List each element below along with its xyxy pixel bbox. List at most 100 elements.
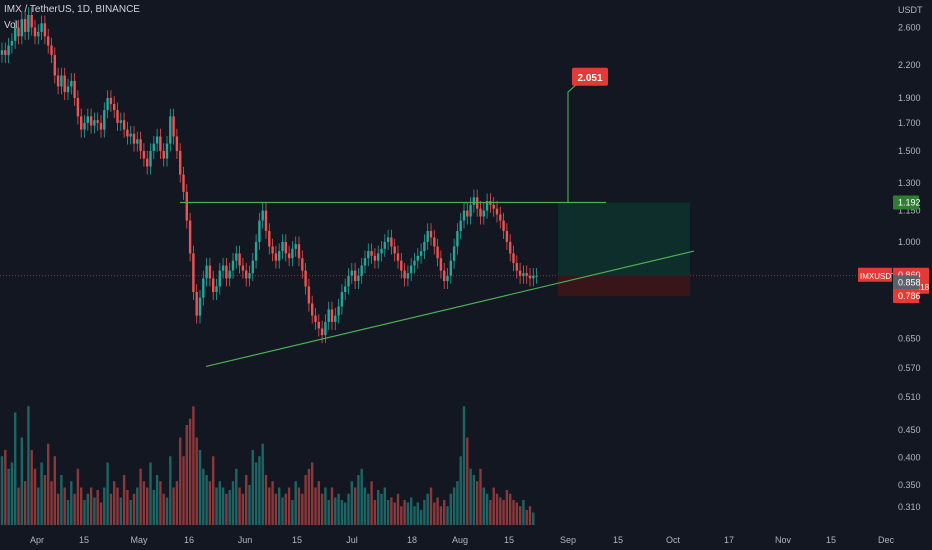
candle-body	[228, 270, 231, 279]
volume-bar	[221, 487, 225, 525]
volume-bar	[396, 493, 400, 525]
volume-bar	[482, 487, 485, 525]
candle-body	[301, 258, 304, 271]
candle-body	[50, 45, 53, 56]
candle-body	[4, 50, 7, 56]
candle-body	[245, 270, 248, 279]
candle-body	[340, 291, 344, 307]
volume-bar	[522, 500, 525, 525]
candle-body	[113, 103, 116, 111]
candle-body	[330, 309, 334, 322]
volume-bar	[380, 493, 383, 525]
volume-bar	[495, 493, 499, 525]
candle-body	[142, 150, 146, 159]
volume-bar	[27, 406, 30, 525]
stop-price-tag-box[interactable]	[893, 288, 919, 303]
volume-bar	[304, 475, 307, 525]
candle-body	[383, 241, 386, 249]
volume-bar	[86, 493, 89, 525]
candle-body	[400, 260, 403, 271]
candle-body	[320, 328, 324, 336]
candle-body	[27, 15, 30, 32]
drawings[interactable]: 2.051	[0, 67, 888, 368]
volume-bar	[73, 493, 76, 525]
volume-bar	[215, 487, 218, 525]
volume-bar	[129, 500, 132, 525]
candle-body	[509, 241, 512, 254]
candle-body	[304, 270, 307, 287]
candle-body	[268, 230, 271, 247]
candle-body	[314, 315, 317, 322]
candle-body	[198, 297, 202, 316]
candle-body	[126, 129, 129, 137]
volume-bar	[106, 462, 109, 525]
volume-bar	[297, 487, 301, 525]
candle-body	[251, 260, 254, 274]
candle-body	[284, 241, 287, 254]
volume-bar	[462, 406, 466, 525]
volume-bar	[116, 487, 119, 525]
stop-zone[interactable]	[558, 275, 690, 296]
candle-body	[33, 27, 37, 37]
volume-label: Vol	[4, 20, 18, 31]
candle-body	[37, 31, 40, 37]
volume-bar	[205, 475, 208, 525]
candle-body	[212, 278, 215, 292]
volume-bar	[264, 475, 268, 525]
candle-body	[472, 197, 476, 205]
time-tick-label: Jul	[346, 535, 358, 545]
volume-bars	[0, 406, 535, 525]
candle-body	[344, 286, 347, 292]
candle-body	[70, 80, 73, 87]
volume-bar	[248, 485, 251, 525]
candle-body	[63, 75, 66, 93]
symbol-line: IMX / TetherUS, 1D, BINANCE	[4, 4, 140, 15]
volume-bar	[235, 468, 238, 525]
candle-body	[60, 75, 63, 87]
candle-body	[396, 253, 400, 261]
volume-bar	[532, 512, 535, 525]
volume-bar	[228, 490, 231, 525]
candle-body	[363, 258, 367, 266]
volume-bar	[43, 475, 47, 525]
symbol-header[interactable]: IMX / TetherUS, 1D, BINANCE	[4, 4, 140, 16]
volume-bar	[179, 437, 182, 525]
target-zone[interactable]	[558, 202, 690, 276]
candle-body	[202, 278, 205, 298]
price-tick-label: 1.300	[898, 178, 921, 188]
candle-body	[334, 315, 337, 322]
candle-body	[172, 116, 175, 137]
candle-body	[522, 273, 525, 276]
marker-price-tag-box[interactable]	[893, 275, 919, 290]
candles	[0, 7, 538, 344]
support-trendline[interactable]	[205, 250, 695, 368]
candle-body	[169, 116, 172, 144]
symbol-tag-box[interactable]	[858, 267, 892, 282]
candle-body	[103, 110, 106, 130]
volume-bar	[192, 406, 195, 525]
candle-body	[139, 139, 142, 151]
volume-bar	[169, 456, 172, 525]
price-tick-label: 0.570	[898, 363, 921, 373]
candle-body	[165, 143, 169, 159]
volume-bar	[53, 456, 56, 525]
candle-body	[373, 255, 377, 261]
volume-bar	[274, 493, 278, 525]
volume-bar	[459, 456, 462, 525]
candle-body	[367, 251, 370, 259]
candle-body	[274, 253, 278, 261]
candle-body	[439, 258, 443, 271]
volume-bar	[337, 493, 340, 525]
target-projection[interactable]	[567, 84, 577, 203]
volume-bar	[406, 502, 410, 525]
target-label-box[interactable]	[572, 67, 608, 86]
volume-legend[interactable]: Vol	[4, 20, 18, 31]
volume-bar	[7, 468, 10, 525]
resistance-price-tag-box[interactable]	[893, 195, 919, 210]
candle-body	[416, 255, 419, 261]
volume-bar	[291, 500, 294, 525]
volume-bar	[50, 481, 53, 525]
volume-bar	[238, 487, 241, 525]
volume-bar	[311, 462, 314, 525]
